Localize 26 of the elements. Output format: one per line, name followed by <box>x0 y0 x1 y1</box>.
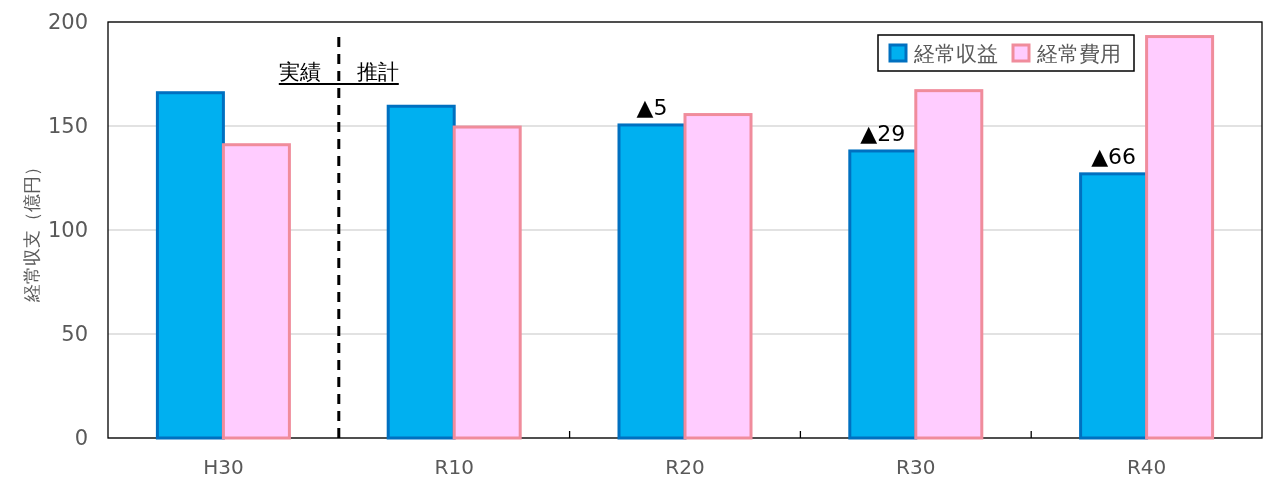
y-tick-label: 150 <box>47 114 88 138</box>
annotation: ▲66 <box>1091 143 1137 169</box>
bar <box>914 89 984 440</box>
bar <box>617 123 687 440</box>
x-tick-label: R10 <box>434 455 474 479</box>
annotation: 実績 <box>278 60 321 84</box>
annotation: ▲29 <box>860 120 906 146</box>
legend-label: 経常費用 <box>1036 42 1121 66</box>
bar <box>452 125 522 440</box>
bar <box>155 91 225 440</box>
annotation: 推計 <box>356 60 399 84</box>
x-tick-label: H30 <box>203 455 244 479</box>
bar <box>1145 35 1215 440</box>
y-axis-title: 経常収支（億円） <box>21 158 42 303</box>
bar <box>386 104 456 440</box>
y-tick-label: 200 <box>47 10 88 34</box>
x-tick-label: R30 <box>896 455 936 479</box>
x-tick-label: R20 <box>665 455 705 479</box>
y-tick-label: 0 <box>74 426 88 450</box>
legend-label: 経常収益 <box>913 42 998 66</box>
y-tick-label: 50 <box>61 322 88 346</box>
x-tick-label: R40 <box>1126 455 1167 479</box>
bar <box>221 143 291 440</box>
y-tick-label: 100 <box>47 218 88 242</box>
bar <box>683 113 753 440</box>
annotation: ▲5 <box>636 94 668 120</box>
